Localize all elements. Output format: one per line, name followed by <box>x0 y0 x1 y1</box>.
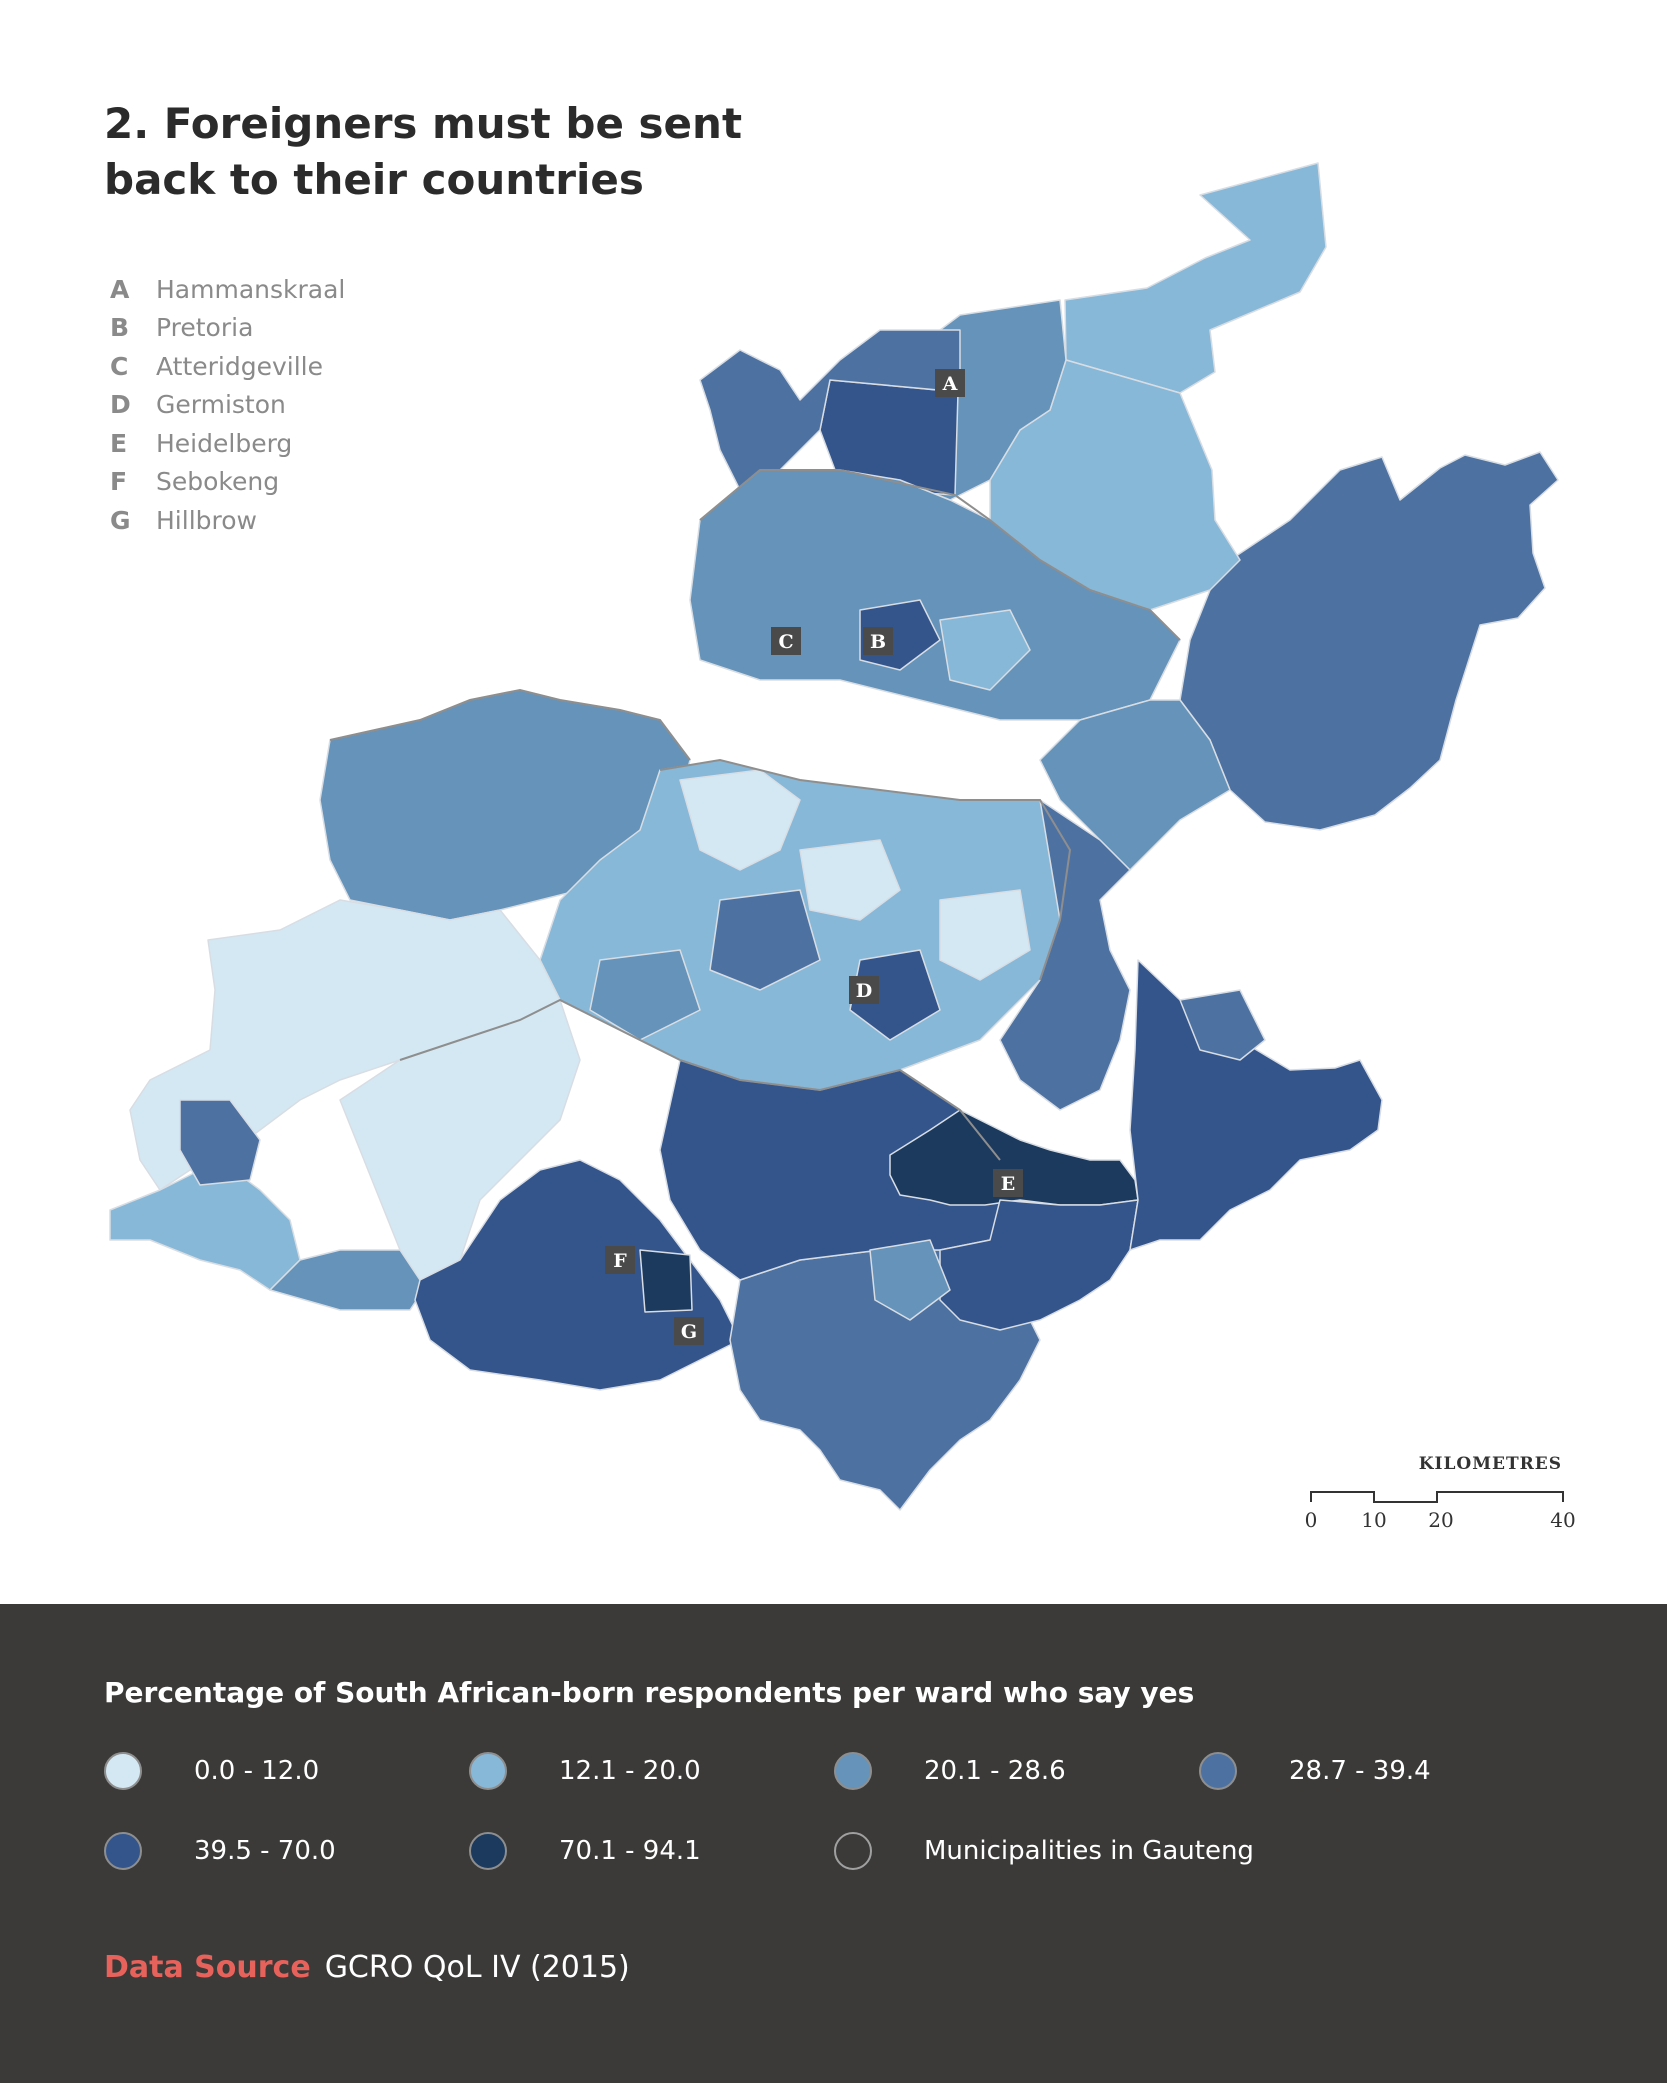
place-key-item: F Sebokeng <box>110 463 345 502</box>
legend-swatch <box>1199 1752 1237 1790</box>
place-key-item: G Hillbrow <box>110 501 345 540</box>
region-jhb-dark <box>709 889 821 991</box>
boundary-swatch <box>834 1832 872 1870</box>
marker-label: G <box>681 1321 697 1343</box>
region-jhb-light-2 <box>939 889 1031 981</box>
legend-item: 20.1 - 28.6 <box>834 1752 1066 1790</box>
gauteng-ward-map: A B C D E F G <box>109 162 1559 1511</box>
map-title: 2. Foreigners must be sent back to their… <box>104 99 743 204</box>
municipality-boundary <box>699 469 1181 641</box>
place-key: A Hammanskraal B Pretoria C Atteridgeville … <box>110 270 345 540</box>
municipality-boundary <box>399 998 681 1061</box>
place-name: Germiston <box>156 390 286 420</box>
scale-tick: 10 <box>1361 1508 1387 1532</box>
place-key-item: C Atteridgeville <box>110 347 345 386</box>
marker-b: B <box>863 627 893 655</box>
legend-swatch <box>834 1752 872 1790</box>
place-letter: D <box>110 390 131 420</box>
legend-swatch <box>469 1832 507 1870</box>
municipality-boundary <box>329 688 691 761</box>
legend-label: 28.7 - 39.4 <box>1289 1756 1431 1786</box>
region-east <box>1179 451 1559 831</box>
region-jhb-lightest-2 <box>799 839 901 921</box>
legend-item: 12.1 - 20.0 <box>469 1752 701 1790</box>
data-source: Data Source GCRO QoL IV (2015) <box>104 1950 630 1985</box>
marker-label: F <box>613 1250 627 1272</box>
legend-item: 28.7 - 39.4 <box>1199 1752 1431 1790</box>
region-far-east-mid <box>1179 989 1266 1061</box>
legend-item: 0.0 - 12.0 <box>104 1752 319 1790</box>
place-letter: F <box>110 467 128 497</box>
place-name: Hammanskraal <box>156 274 346 304</box>
region-ne-arm <box>1064 162 1327 394</box>
municipality-boundary <box>659 758 1072 981</box>
scale-tick: 0 <box>1304 1508 1318 1532</box>
scale-bar-graphic <box>1310 1491 1564 1503</box>
region-central-east <box>1039 699 1231 871</box>
legend-swatch <box>104 1832 142 1870</box>
legend-label: 12.1 - 20.0 <box>559 1756 701 1786</box>
legend-label: 0.0 - 12.0 <box>194 1756 320 1786</box>
place-key-item: E Heidelberg <box>110 424 345 463</box>
marker-e: E <box>993 1169 1023 1197</box>
marker-f: F <box>605 1246 635 1274</box>
place-key-item: A Hammanskraal <box>110 270 345 309</box>
place-letter: A <box>110 274 130 304</box>
place-name: Atteridgeville <box>156 351 324 381</box>
place-name: Heidelberg <box>156 428 293 458</box>
marker-d: D <box>849 976 879 1004</box>
scale-title: KILOMETRES <box>1418 1454 1562 1474</box>
legend-swatch <box>104 1752 142 1790</box>
region-vaal-darkest <box>639 1249 693 1313</box>
place-letter: G <box>110 505 131 535</box>
data-source-value: GCRO QoL IV (2015) <box>324 1950 630 1985</box>
legend-label: 70.1 - 94.1 <box>559 1836 701 1866</box>
place-key-item: D Germiston <box>110 386 345 425</box>
region-sw-dark <box>179 1099 261 1186</box>
legend-label: Municipalities in Gauteng <box>924 1836 1254 1866</box>
legend-panel: Percentage of South African-born respond… <box>0 1604 1667 2083</box>
legend-swatch <box>469 1752 507 1790</box>
place-name: Sebokeng <box>156 467 280 497</box>
legend-label: 39.5 - 70.0 <box>194 1836 336 1866</box>
legend-item: 39.5 - 70.0 <box>104 1832 336 1870</box>
place-name: Pretoria <box>156 313 254 343</box>
marker-c: C <box>771 627 801 655</box>
data-source-label: Data Source <box>104 1950 311 1985</box>
marker-label: A <box>942 373 958 395</box>
region-sebokeng <box>414 1159 741 1391</box>
marker-label: D <box>856 980 872 1002</box>
municipality-boundary <box>679 1059 1001 1161</box>
legend-title: Percentage of South African-born respond… <box>104 1676 1195 1709</box>
scale-bar: KILOMETRES 0 10 20 40 <box>1300 1448 1600 1538</box>
region-se-light <box>869 1239 951 1321</box>
region-ekurhuleni <box>999 799 1131 1111</box>
place-name: Hillbrow <box>156 505 257 535</box>
marker-label: C <box>778 631 793 653</box>
legend-label: 20.1 - 28.6 <box>924 1756 1066 1786</box>
region-pretoria-light <box>939 609 1031 691</box>
marker-label: E <box>1001 1173 1015 1195</box>
region-jhb-mid <box>589 949 701 1041</box>
scale-tick: 20 <box>1428 1508 1454 1532</box>
place-letter: E <box>110 428 128 458</box>
place-letter: B <box>110 313 130 343</box>
region-far-east <box>1129 959 1383 1251</box>
marker-g: G <box>674 1317 704 1345</box>
legend-item: Municipalities in Gauteng <box>834 1832 1254 1870</box>
region-southeast <box>939 1199 1139 1331</box>
marker-a: A <box>935 369 965 397</box>
place-key-item: B Pretoria <box>110 309 345 348</box>
legend-item: 70.1 - 94.1 <box>469 1832 701 1870</box>
place-letter: C <box>110 351 129 381</box>
marker-label: B <box>870 631 886 653</box>
scale-tick: 40 <box>1550 1508 1576 1532</box>
